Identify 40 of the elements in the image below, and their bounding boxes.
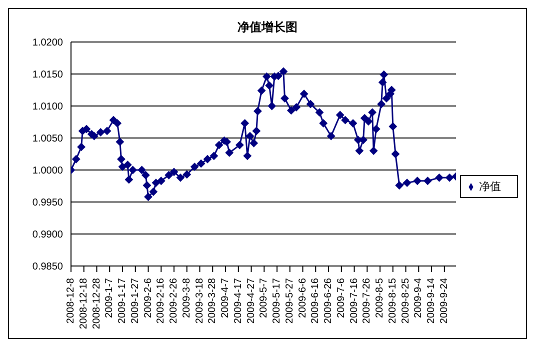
chart-title: 净值增长图 (236, 19, 298, 36)
x-tick-label: 2009-9-24 (438, 278, 450, 324)
x-tick-label: 2009-4-17 (232, 278, 244, 324)
x-tick-label: 2009-7-6 (336, 278, 347, 318)
x-tick-label: 2009-8-15 (387, 278, 398, 324)
y-tick-label: 1.0200 (32, 38, 64, 49)
x-tick-label: 2009-1-17 (117, 278, 128, 324)
x-tick-label: 2009-5-7 (258, 278, 270, 318)
x-tick-label: 2009-2-26 (168, 278, 180, 324)
x-tick-label: 2009-3-28 (207, 278, 218, 324)
y-tick-label: 0.9950 (32, 198, 64, 209)
x-tick-label: 2008-12-8 (66, 278, 76, 324)
y-tick-label: 0.9850 (32, 262, 64, 273)
x-tick-label: 2009-6-26 (323, 278, 334, 324)
x-tick-label: 2009-7-16 (348, 278, 360, 324)
x-tick-label: 2009-5-27 (284, 278, 296, 324)
x-tick-label: 2009-4-27 (246, 278, 257, 324)
x-tick-label: 2009-5-17 (272, 278, 283, 324)
legend-label: 净值 (479, 180, 501, 192)
y-tick-label: 1.0000 (32, 166, 64, 177)
y-tick-label: 1.0100 (32, 102, 64, 113)
x-tick-label: 2009-7-26 (362, 278, 373, 324)
x-tick-label: 2009-9-4 (413, 278, 424, 318)
x-tick-label: 2009-4-7 (220, 278, 232, 318)
x-tick-label: 2009-8-5 (374, 278, 386, 318)
x-tick-label: 2009-2-16 (156, 278, 167, 324)
x-tick-label: 2009-6-16 (310, 278, 322, 324)
x-tick-label: 2009-3-18 (194, 278, 206, 324)
y-tick-label: 1.0050 (32, 134, 64, 145)
x-tick-label: 2008-12-28 (91, 278, 102, 330)
y-tick-label: 0.9900 (32, 230, 64, 241)
x-tick-label: 2009-6-6 (297, 278, 308, 318)
x-tick-label: 2009-1-7 (104, 278, 116, 318)
x-tick-label: 2009-9-14 (426, 278, 438, 324)
x-tick-label: 2008-12-18 (78, 278, 90, 330)
y-tick-label: 1.0150 (32, 70, 64, 81)
x-tick-label: 2009-2-6 (142, 278, 154, 318)
x-tick-label: 2009-3-8 (181, 278, 192, 318)
x-tick-label: 2009-1-27 (130, 278, 141, 324)
x-tick-label: 2009-8-25 (400, 278, 412, 324)
